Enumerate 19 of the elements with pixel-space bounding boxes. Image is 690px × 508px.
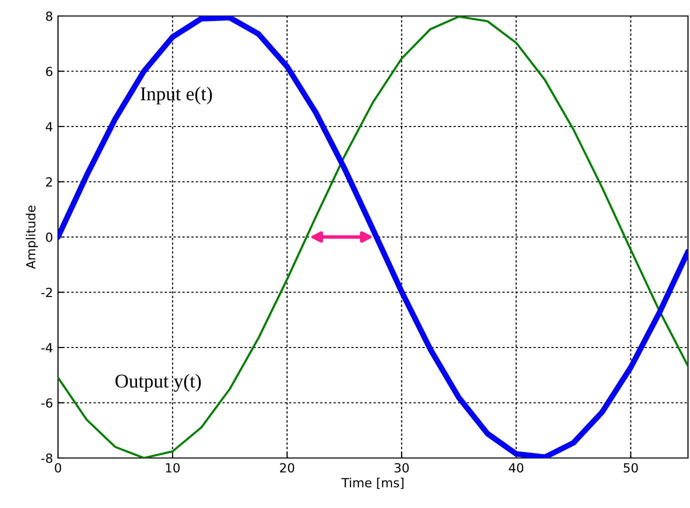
y-tick-label: 6 xyxy=(46,66,52,76)
x-tick-label: 40 xyxy=(508,463,524,473)
y-tick-label: -4 xyxy=(41,343,52,352)
y-tick-label: -8 xyxy=(41,453,52,463)
y-tick-label: -2 xyxy=(41,288,52,297)
y-tick-label: 4 xyxy=(46,122,52,132)
y-axis-title: Amplitude xyxy=(26,206,38,269)
x-tick-label: 0 xyxy=(54,463,62,473)
y-tick-label: -6 xyxy=(41,398,52,408)
y-tick-label: 8 xyxy=(46,11,52,21)
y-tick-label: 0 xyxy=(46,232,52,242)
y-tick-label: 2 xyxy=(46,177,52,186)
annotation: Input e(t) xyxy=(140,86,212,104)
x-axis-title: Time [ms] xyxy=(341,478,404,489)
x-tick-label: 50 xyxy=(624,463,638,473)
x-tick-label: 30 xyxy=(394,463,409,473)
annotation: Output y(t) xyxy=(116,374,201,392)
x-tick-label: 20 xyxy=(280,463,294,473)
x-tick-label: 10 xyxy=(166,463,180,473)
